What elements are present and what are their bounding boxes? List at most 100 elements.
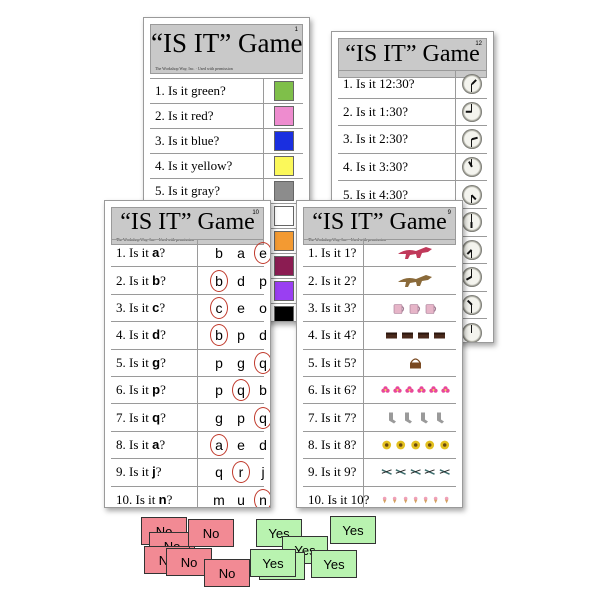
letter-answer-box bbox=[197, 294, 264, 322]
minute-hand bbox=[471, 305, 472, 314]
letter-row: 1. Is it a? b a e bbox=[111, 240, 270, 268]
count-card: “IS IT” Game 9 The Workshop Way, Inc. · … bbox=[296, 200, 463, 508]
brownie-icon bbox=[402, 332, 413, 339]
circled-letter: b bbox=[210, 269, 228, 292]
count-picture bbox=[381, 329, 450, 342]
letter-choice: e bbox=[237, 436, 245, 453]
count-row: 10. Is it 10? bbox=[303, 486, 456, 507]
letter-question: 1. Is it a? bbox=[116, 245, 165, 261]
letter-choice: j bbox=[261, 464, 265, 481]
daisy-icon bbox=[425, 440, 435, 450]
count-picture bbox=[381, 411, 450, 424]
color-row: 5. Is it gray? bbox=[150, 179, 303, 204]
tool-icon bbox=[381, 469, 392, 476]
clock-question: 5. Is it 4:30? bbox=[343, 186, 408, 202]
question-prefix: 4. Is it bbox=[116, 327, 153, 343]
clock-icon bbox=[461, 295, 482, 316]
letters-card: “IS IT” Game 10 The Workshop Way, Inc. ·… bbox=[104, 200, 271, 508]
target-letter: d bbox=[152, 327, 161, 343]
count-answer-box bbox=[363, 240, 456, 267]
count-picture bbox=[381, 244, 450, 262]
target-letter: g bbox=[152, 354, 161, 370]
question-prefix: 2. Is it bbox=[116, 272, 153, 288]
color-question: 2. Is it red? bbox=[155, 108, 214, 123]
color-swatch bbox=[273, 256, 294, 276]
clock-card-title: “IS IT” Game bbox=[345, 41, 480, 67]
letter-choice: p bbox=[215, 354, 223, 371]
circled-letter: r bbox=[232, 461, 250, 484]
letter-choice: a bbox=[237, 245, 245, 262]
letter-answer-box bbox=[197, 349, 264, 376]
clock-answer-box bbox=[455, 71, 487, 98]
target-letter: q bbox=[152, 409, 161, 425]
color-answer-box bbox=[263, 129, 303, 153]
count-row: 9. Is it 9? bbox=[303, 459, 456, 487]
letter-row: 3. Is it c? c e o bbox=[111, 294, 267, 323]
question-prefix: 8. Is it bbox=[116, 436, 153, 452]
letter-choice: g bbox=[237, 354, 245, 371]
letter-choice: b bbox=[215, 245, 223, 262]
clock-answer-box bbox=[455, 126, 487, 153]
count-question: 3. Is it 3? bbox=[308, 299, 357, 315]
letter-answer-box bbox=[197, 404, 264, 431]
flower-icon bbox=[417, 386, 426, 393]
color-swatch bbox=[273, 156, 294, 176]
count-answer-box bbox=[363, 322, 456, 349]
minute-hand bbox=[471, 214, 472, 223]
minute-hand bbox=[471, 269, 472, 278]
clock-question: 4. Is it 3:30? bbox=[343, 159, 408, 175]
circled-letter: n bbox=[254, 488, 270, 507]
letter-choice: p bbox=[259, 272, 267, 289]
count-question: 2. Is it 2? bbox=[308, 272, 357, 288]
mug-icon bbox=[425, 304, 437, 314]
clock-icon bbox=[461, 212, 482, 233]
colors-card-subtitle: The Workshop Way, Inc. · Used with permi… bbox=[155, 66, 233, 71]
icecream-icon bbox=[423, 496, 428, 504]
question-suffix: ? bbox=[160, 327, 166, 343]
clock-question: 2. Is it 1:30? bbox=[343, 103, 408, 119]
question-suffix: ? bbox=[160, 409, 166, 425]
clock-row: 1. Is it 12:30? bbox=[338, 71, 487, 99]
color-swatch bbox=[273, 181, 294, 201]
clock-answer-box bbox=[455, 181, 487, 208]
clock-icon bbox=[461, 129, 482, 150]
icecream-icon bbox=[413, 496, 418, 504]
circled-letter: a bbox=[210, 433, 228, 456]
minute-hand bbox=[471, 159, 472, 168]
count-picture bbox=[381, 493, 450, 506]
clock-icon bbox=[461, 184, 482, 205]
letter-question: 10. Is it n? bbox=[116, 491, 172, 507]
count-question: 4. Is it 4? bbox=[308, 327, 357, 343]
clock-answer-box bbox=[455, 98, 487, 126]
hour-hand bbox=[471, 137, 478, 141]
count-row: 7. Is it 7? bbox=[303, 404, 456, 432]
target-letter: n bbox=[158, 491, 167, 507]
letter-answer-box bbox=[197, 431, 264, 459]
color-question: 5. Is it gray? bbox=[155, 183, 220, 198]
letter-answer-box bbox=[197, 459, 264, 486]
clock-icon bbox=[461, 157, 482, 178]
daisy-icon bbox=[382, 440, 392, 450]
circled-letter: q bbox=[232, 379, 250, 402]
letters-card-number: 10 bbox=[252, 210, 259, 216]
count-card-header: “IS IT” Game 9 The Workshop Way, Inc. · … bbox=[303, 207, 456, 245]
brownie-icon bbox=[434, 332, 445, 339]
minute-hand bbox=[471, 324, 472, 333]
question-suffix: ? bbox=[155, 464, 162, 480]
target-letter: p bbox=[152, 382, 161, 398]
circled-letter: e bbox=[254, 242, 270, 265]
clock-row: 3. Is it 2:30? bbox=[338, 126, 487, 154]
color-answer-box bbox=[263, 79, 303, 103]
question-prefix: 7. Is it bbox=[116, 409, 153, 425]
clock-card-number: 12 bbox=[475, 41, 482, 47]
target-letter: c bbox=[152, 299, 160, 315]
question-prefix: 6. Is it bbox=[116, 382, 153, 398]
target-letter: b bbox=[152, 272, 161, 288]
hour-hand bbox=[470, 222, 473, 229]
minute-hand bbox=[471, 139, 472, 148]
letter-choice: g bbox=[215, 409, 223, 426]
clock-question: 1. Is it 12:30? bbox=[343, 76, 415, 92]
